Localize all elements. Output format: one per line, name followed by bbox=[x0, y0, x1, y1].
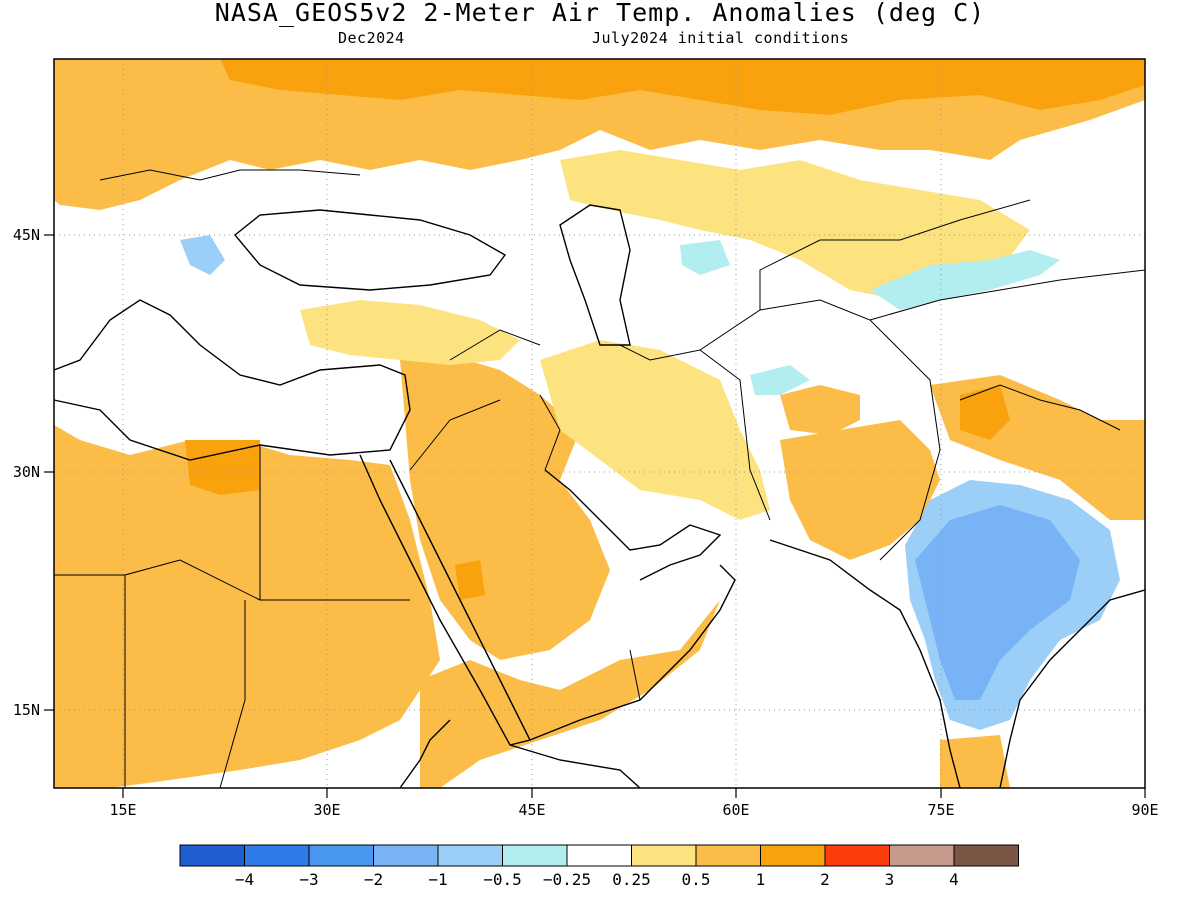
colorbar-label: −4 bbox=[235, 870, 254, 889]
anomaly-cold-tianshan bbox=[870, 250, 1060, 310]
colorbar-swatch bbox=[760, 844, 826, 867]
anomaly-cold-kazakh bbox=[680, 240, 730, 275]
anomaly-cold-hindukush bbox=[750, 365, 810, 395]
axis-ticks bbox=[44, 234, 1146, 798]
colorbar-label: −3 bbox=[299, 870, 318, 889]
forecast-month: Dec2024 bbox=[338, 29, 405, 47]
anomaly-strong-siberia bbox=[220, 59, 1145, 115]
coast-mediterranean bbox=[53, 299, 411, 461]
colorbar-swatch bbox=[373, 844, 439, 867]
coast-black-sea bbox=[234, 209, 507, 291]
lat-tick-label: 15N bbox=[13, 701, 40, 719]
colorbar-label: −0.25 bbox=[543, 870, 591, 889]
colorbar-swatch bbox=[308, 844, 374, 867]
anomaly-cold-india-inner bbox=[915, 505, 1080, 700]
colorbar-label: 3 bbox=[885, 870, 895, 889]
anomaly-region-pakistan bbox=[780, 420, 940, 560]
colorbar: −4 −3 −2 −1 −0.5 −0.25 0.25 0.5 1 2 3 4 bbox=[179, 844, 1019, 889]
anomaly-region-n-africa bbox=[54, 425, 440, 788]
colorbar-label: 0.25 bbox=[612, 870, 651, 889]
lon-tick-label: 15E bbox=[109, 801, 136, 819]
lon-tick-label: 60E bbox=[722, 801, 749, 819]
anomaly-strong-egypt bbox=[185, 440, 260, 495]
anomaly-region-horn bbox=[420, 600, 720, 788]
colorbar-label: 0.5 bbox=[682, 870, 711, 889]
anomaly-strong-nepal bbox=[960, 385, 1010, 440]
colorbar-swatch bbox=[502, 844, 568, 867]
gridlines bbox=[54, 59, 1145, 788]
anomaly-field bbox=[54, 59, 1145, 788]
lon-tick-label: 30E bbox=[313, 801, 340, 819]
colorbar-label: 1 bbox=[756, 870, 766, 889]
anomaly-strong-arabia bbox=[455, 560, 485, 600]
coast-india bbox=[769, 539, 1146, 789]
coast-east-africa bbox=[399, 719, 451, 789]
lon-tick-label: 75E bbox=[927, 801, 954, 819]
lat-tick-label: 30N bbox=[13, 463, 40, 481]
coastlines bbox=[53, 204, 1146, 789]
colorbar-label: −1 bbox=[428, 870, 447, 889]
colorbar-swatch bbox=[437, 844, 503, 867]
colorbar-label: 4 bbox=[949, 870, 959, 889]
anomaly-region-europe bbox=[54, 80, 235, 210]
lat-tick-label: 45N bbox=[13, 226, 40, 244]
country-borders bbox=[54, 169, 1146, 789]
colorbar-swatch bbox=[695, 844, 761, 867]
anomaly-region-central-asia bbox=[560, 150, 1030, 300]
colorbar-swatch bbox=[824, 844, 890, 867]
coast-red-sea bbox=[359, 454, 532, 746]
colorbar-label: −0.5 bbox=[483, 870, 522, 889]
colorbar-swatch bbox=[631, 844, 697, 867]
colorbar-swatch bbox=[244, 844, 310, 867]
anomaly-region-turkey bbox=[300, 300, 520, 365]
colorbar-swatch bbox=[566, 844, 632, 867]
colorbar-label: 2 bbox=[820, 870, 830, 889]
colorbar-swatch bbox=[953, 844, 1019, 867]
anomaly-region-iran bbox=[540, 340, 770, 520]
anomaly-cold-balkans bbox=[180, 235, 225, 275]
lon-tick-label: 90E bbox=[1131, 801, 1158, 819]
initial-conditions: July2024 initial conditions bbox=[592, 29, 850, 47]
coast-arabia-south bbox=[529, 564, 736, 741]
lon-tick-label: 45E bbox=[518, 801, 545, 819]
anomaly-region-s-india bbox=[940, 735, 1010, 788]
colorbar-label: −2 bbox=[364, 870, 383, 889]
coast-persian-gulf bbox=[544, 469, 722, 581]
colorbar-swatch bbox=[179, 844, 245, 867]
map-title: NASA_GEOS5v2 2-Meter Air Temp. Anomalies… bbox=[214, 0, 986, 27]
anomaly-region-afghan bbox=[780, 385, 860, 435]
map-frame bbox=[53, 58, 1146, 789]
colorbar-swatch bbox=[889, 844, 955, 867]
coast-caspian bbox=[559, 204, 631, 346]
coast-gulf-of-aden bbox=[509, 744, 641, 789]
